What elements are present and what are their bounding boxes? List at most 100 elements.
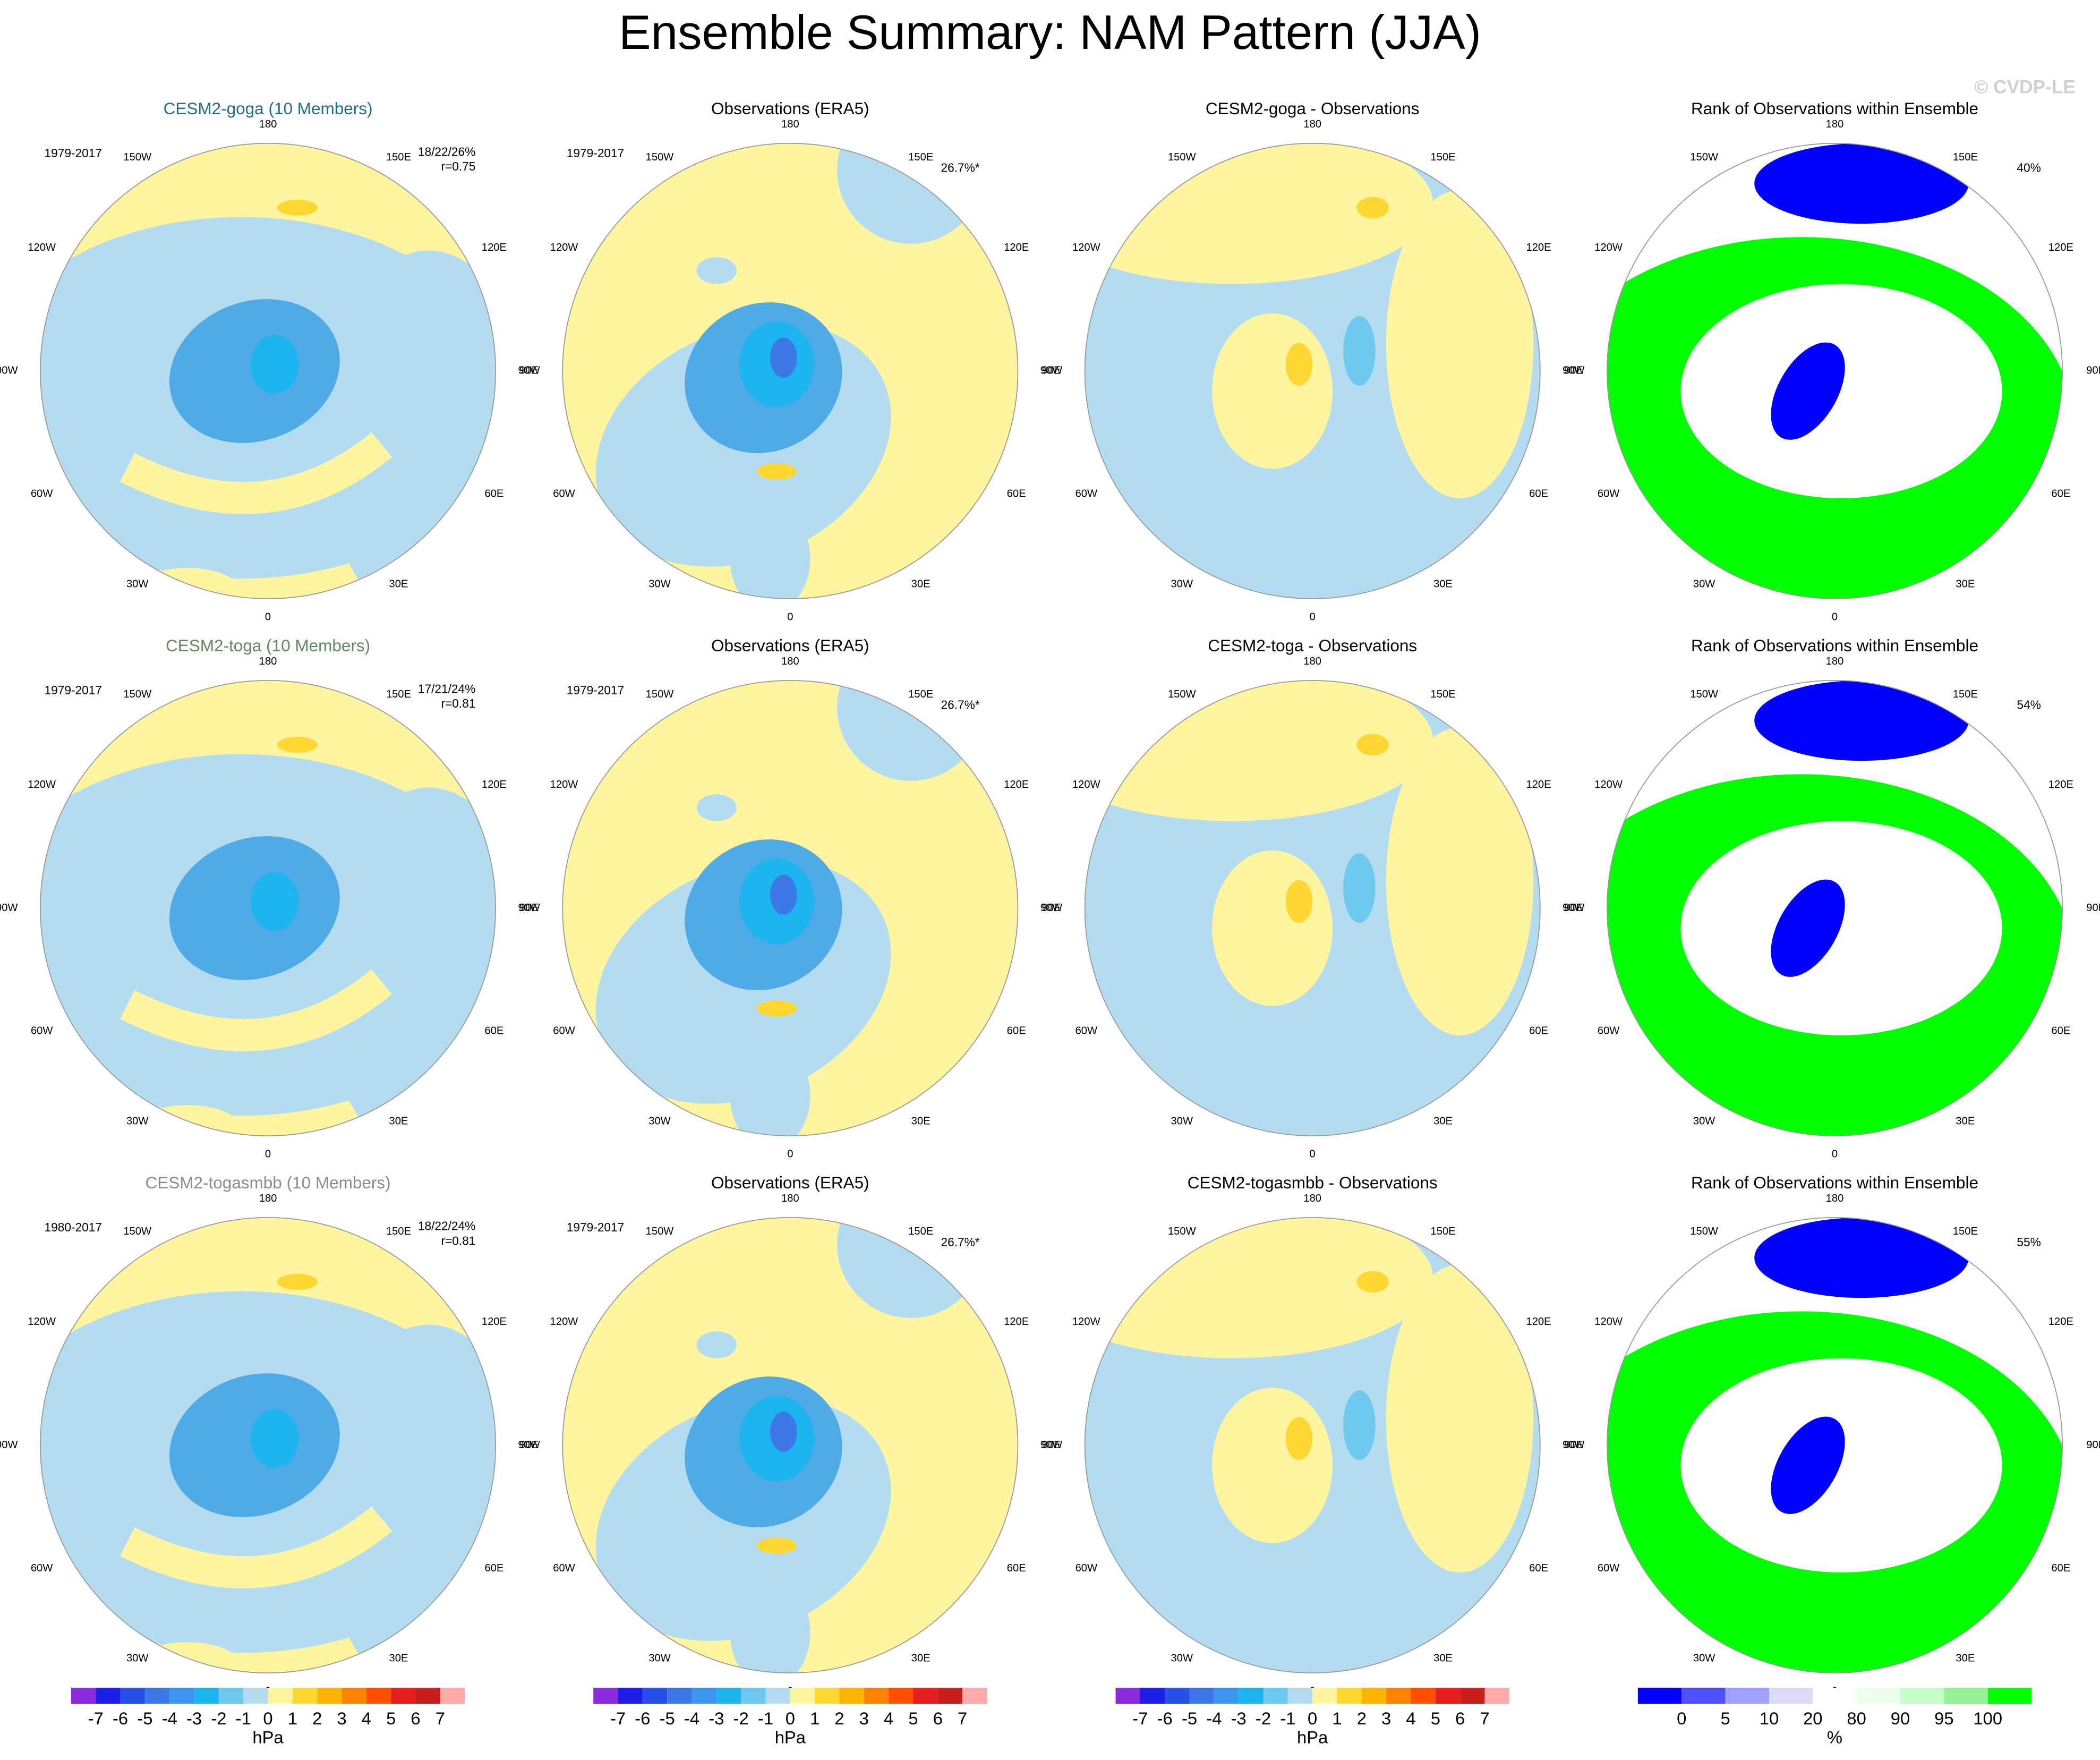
map-region bbox=[1680, 821, 2002, 1035]
longitude-label: 30W bbox=[126, 578, 148, 590]
colorbar-box bbox=[1189, 1687, 1214, 1704]
colorbar-label: -7 bbox=[1132, 1708, 1148, 1728]
longitude-label: 30W bbox=[1693, 1116, 1715, 1127]
map-outline bbox=[40, 142, 497, 599]
colorbar-label: -1 bbox=[1280, 1708, 1295, 1728]
longitude-label: 150E bbox=[908, 151, 933, 163]
colorbar-box bbox=[415, 1687, 440, 1704]
map-outline bbox=[40, 1217, 497, 1673]
longitude-label: 60W bbox=[553, 1562, 575, 1574]
longitude-label: 60E bbox=[484, 488, 503, 500]
longitude-label: 0 bbox=[787, 611, 793, 623]
colorbar-box bbox=[120, 1687, 145, 1704]
map-region bbox=[770, 1412, 797, 1452]
longitude-label: 0 bbox=[1832, 611, 1838, 623]
colorbar-label: 7 bbox=[958, 1708, 967, 1728]
colorbar-label: 5 bbox=[908, 1708, 918, 1728]
longitude-label: 150E bbox=[386, 151, 411, 163]
colorbar-label: 100 bbox=[1973, 1708, 2002, 1728]
map-region bbox=[120, 432, 392, 514]
map-region bbox=[696, 794, 737, 821]
longitude-label: 120W bbox=[550, 242, 578, 253]
map-region bbox=[696, 257, 737, 284]
colorbar-box bbox=[815, 1687, 840, 1704]
colorbar-label: 1 bbox=[1332, 1708, 1342, 1728]
longitude-label: 90W bbox=[1563, 1439, 1584, 1451]
colorbar-box bbox=[1239, 1687, 1264, 1704]
map-region bbox=[1356, 197, 1389, 218]
colorbar-label: 3 bbox=[859, 1708, 869, 1728]
longitude-label: 0 bbox=[787, 1149, 793, 1160]
longitude-label: 60W bbox=[1075, 1562, 1097, 1574]
pattern-pct: 54% bbox=[2017, 698, 2041, 712]
longitude-label: 180 bbox=[1303, 118, 1321, 130]
colorbar-box bbox=[292, 1687, 318, 1704]
colorbar-box bbox=[1769, 1687, 1813, 1704]
colorbar-box bbox=[342, 1687, 366, 1704]
colorbar-label: 20 bbox=[1803, 1708, 1822, 1728]
longitude-label: 60E bbox=[484, 1025, 503, 1037]
colorbar-box bbox=[1900, 1687, 1944, 1704]
colorbar-box bbox=[1944, 1687, 1988, 1704]
colorbar-box bbox=[1287, 1687, 1313, 1704]
longitude-label: 90E bbox=[519, 365, 539, 377]
colorbar-box bbox=[144, 1687, 170, 1704]
longitude-label: 90W bbox=[1563, 365, 1584, 377]
colorbar-box bbox=[1165, 1687, 1190, 1704]
longitude-label: 60W bbox=[31, 1562, 53, 1574]
longitude-label: 120W bbox=[1072, 779, 1100, 790]
longitude-label: 120E bbox=[1004, 242, 1029, 253]
longitude-label: 60E bbox=[1529, 1562, 1548, 1574]
longitude-label: 30W bbox=[648, 578, 670, 590]
longitude-label: 120W bbox=[550, 1316, 578, 1328]
period: 1979-2017 bbox=[567, 683, 625, 697]
colorbar-label: -5 bbox=[137, 1708, 152, 1728]
map-region bbox=[1386, 727, 1534, 1035]
longitude-label: 30E bbox=[911, 1653, 931, 1664]
longitude-label: 120E bbox=[1526, 242, 1551, 253]
longitude-label: 120W bbox=[1072, 242, 1100, 253]
colorbar-box bbox=[243, 1687, 268, 1704]
longitude-label: 180 bbox=[781, 656, 799, 667]
colorbar-label: 2 bbox=[312, 1708, 322, 1728]
longitude-label: 150W bbox=[1690, 151, 1718, 163]
longitude-label: 180 bbox=[259, 1193, 277, 1204]
longitude-label: 150W bbox=[1690, 688, 1718, 700]
map-region bbox=[770, 874, 797, 915]
longitude-label: 150W bbox=[123, 151, 151, 163]
colorbar-label: -3 bbox=[708, 1708, 724, 1728]
map-region bbox=[770, 337, 797, 378]
longitude-label: 60E bbox=[2051, 488, 2070, 500]
period: 1980-2017 bbox=[44, 1220, 102, 1234]
longitude-label: 120W bbox=[1072, 1316, 1100, 1328]
colorbar-units: % bbox=[1827, 1727, 1842, 1747]
longitude-label: 60E bbox=[484, 1562, 503, 1574]
colorbar-label: -4 bbox=[1206, 1708, 1222, 1728]
colorbar-box bbox=[1725, 1687, 1769, 1704]
map-region bbox=[1212, 1388, 1333, 1543]
longitude-label: 30E bbox=[1433, 1116, 1453, 1127]
longitude-label: 150W bbox=[1168, 1226, 1196, 1237]
longitude-label: 120E bbox=[1526, 779, 1551, 790]
longitude-label: 120W bbox=[28, 779, 56, 790]
longitude-label: 0 bbox=[265, 1149, 271, 1160]
colorbar-label: 5 bbox=[1720, 1708, 1730, 1728]
colorbar-box bbox=[642, 1687, 668, 1704]
colorbar-box bbox=[268, 1687, 293, 1704]
panel-title: Rank of Observations within Ensemble bbox=[1691, 1173, 1978, 1192]
map-region bbox=[730, 505, 810, 599]
map-region bbox=[277, 199, 318, 216]
map-region bbox=[696, 1331, 737, 1358]
longitude-label: 150E bbox=[386, 688, 411, 700]
map-region bbox=[1285, 1417, 1313, 1460]
colorbar-box bbox=[1140, 1687, 1165, 1704]
map-outline bbox=[1084, 1217, 1541, 1673]
colorbar-box bbox=[1214, 1687, 1239, 1704]
colorbar-box bbox=[1115, 1687, 1140, 1704]
longitude-label: 90E bbox=[519, 902, 539, 914]
longitude-label: 90W bbox=[1040, 902, 1062, 914]
longitude-label: 60E bbox=[1007, 488, 1026, 500]
longitude-label: 180 bbox=[781, 118, 799, 130]
colorbar-label: -4 bbox=[684, 1708, 699, 1728]
longitude-label: 30E bbox=[1956, 578, 1975, 590]
